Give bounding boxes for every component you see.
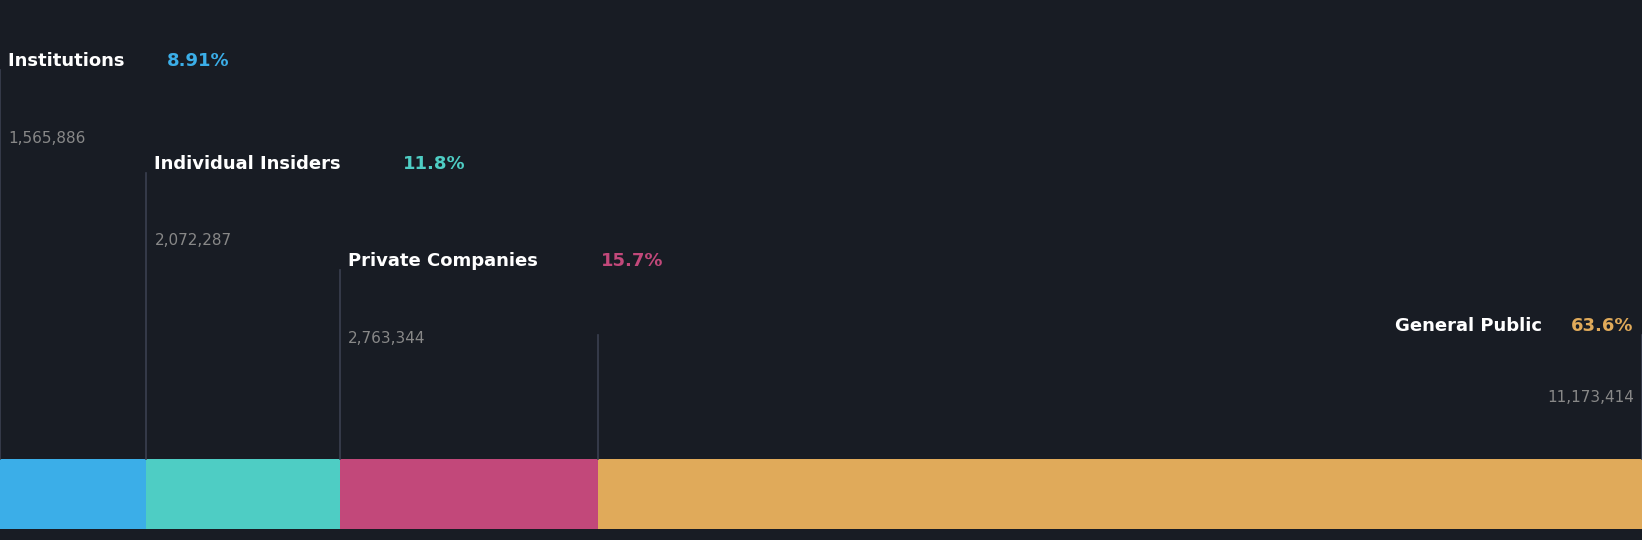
Text: 2,072,287: 2,072,287 [154, 233, 232, 248]
Text: Private Companies: Private Companies [348, 252, 545, 270]
Bar [0, 459, 146, 529]
Text: 8.91%: 8.91% [166, 52, 230, 70]
Bar [146, 459, 340, 529]
Text: 2,763,344: 2,763,344 [348, 330, 425, 346]
Text: 63.6%: 63.6% [1571, 317, 1634, 335]
Bar [598, 459, 1642, 529]
Text: 1,565,886: 1,565,886 [8, 131, 85, 146]
Bar [340, 459, 598, 529]
Text: General Public: General Public [1396, 317, 1548, 335]
Text: 11,173,414: 11,173,414 [1547, 390, 1634, 405]
Text: 11.8%: 11.8% [404, 155, 466, 173]
Text: Institutions: Institutions [8, 52, 131, 70]
Text: Individual Insiders: Individual Insiders [154, 155, 348, 173]
Text: 15.7%: 15.7% [601, 252, 663, 270]
